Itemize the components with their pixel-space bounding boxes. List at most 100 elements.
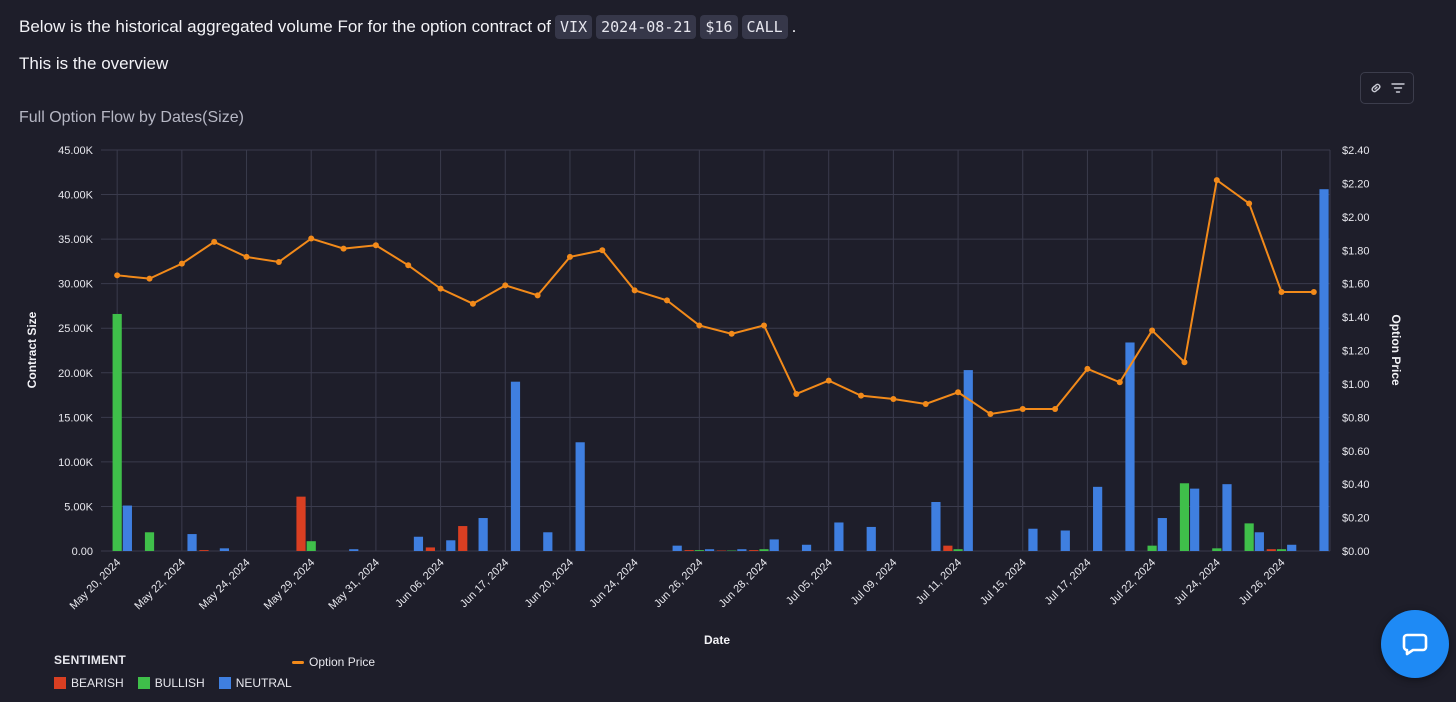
option-price-point xyxy=(955,389,962,396)
bearish-bar xyxy=(943,545,953,551)
x-tick-label: Jun 28, 2024 xyxy=(717,557,770,610)
legend-swatch-bearish xyxy=(54,677,66,689)
legend-title: SENTIMENT xyxy=(54,653,127,667)
neutral-bar xyxy=(219,548,229,551)
bullish-bar xyxy=(1244,523,1254,551)
y2-tick-label: $1.80 xyxy=(1342,245,1370,257)
neutral-bar xyxy=(769,539,779,551)
option-price-point xyxy=(1052,405,1059,412)
bullish-bar xyxy=(1147,545,1157,551)
legend-label-bearish: BEARISH xyxy=(71,676,124,690)
y2-tick-label: $0.20 xyxy=(1342,513,1370,525)
option-price-point xyxy=(566,253,573,260)
option-price-point xyxy=(340,245,347,252)
y-tick-label: 30.00K xyxy=(58,279,94,291)
tag-expiry: 2024-08-21 xyxy=(596,15,697,39)
neutral-bar xyxy=(1319,189,1329,551)
link-icon[interactable] xyxy=(1367,79,1385,97)
legend-label-neutral: NEUTRAL xyxy=(235,676,292,690)
x-tick-label: May 31, 2024 xyxy=(326,557,382,613)
neutral-bar xyxy=(1060,530,1070,551)
option-price-point xyxy=(1116,379,1123,386)
bearish-bar xyxy=(458,526,468,551)
neutral-bar xyxy=(413,536,424,551)
option-price-point xyxy=(146,275,153,282)
option-price-point xyxy=(372,242,379,249)
option-price-point xyxy=(243,253,250,260)
intro-line: Below is the historical aggregated volum… xyxy=(19,15,796,39)
x-tick-label: Jun 20, 2024 xyxy=(523,557,576,610)
bearish-bar xyxy=(296,496,306,551)
y-tick-label: 20.00K xyxy=(58,368,94,380)
tag-symbol: VIX xyxy=(555,15,593,39)
bullish-bar xyxy=(694,550,704,551)
legend-item-neutral[interactable]: NEUTRAL xyxy=(218,676,292,690)
x-tick-label: Jun 24, 2024 xyxy=(587,557,640,610)
bullish-bar xyxy=(112,313,122,551)
neutral-bar xyxy=(575,442,585,551)
y2-tick-label: $1.00 xyxy=(1342,379,1370,391)
option-price-point xyxy=(1181,359,1188,366)
option-price-point xyxy=(599,247,606,254)
neutral-bar xyxy=(349,549,359,551)
x-tick-label: May 22, 2024 xyxy=(132,557,188,613)
y-tick-label: 45.00K xyxy=(58,145,94,157)
option-price-point xyxy=(825,377,832,384)
neutral-bar xyxy=(446,540,456,551)
option-price-point xyxy=(502,282,509,289)
neutral-bar xyxy=(834,522,844,551)
option-price-point xyxy=(793,390,800,397)
neutral-bar xyxy=(704,549,715,551)
y2-tick-label: $2.40 xyxy=(1342,145,1370,157)
y-tick-label: 5.00K xyxy=(64,501,93,513)
x-tick-label: Jun 17, 2024 xyxy=(458,557,511,610)
neutral-bar xyxy=(963,370,973,551)
x-tick-label: Jul 17, 2024 xyxy=(1043,557,1094,608)
neutral-bar xyxy=(1125,342,1135,551)
neutral-bar xyxy=(866,526,876,551)
option-price-point xyxy=(728,330,735,337)
legend-item-bullish[interactable]: BULLISH xyxy=(137,676,205,690)
option-price-point xyxy=(275,258,282,265)
neutral-bar xyxy=(1157,518,1167,551)
option-price-point xyxy=(1019,405,1026,412)
tag-strike: $16 xyxy=(700,15,738,39)
y2-tick-label: $0.00 xyxy=(1342,546,1370,558)
y-tick-label: 35.00K xyxy=(58,234,94,246)
y-tick-label: 10.00K xyxy=(58,457,94,469)
option-price-point xyxy=(405,262,412,269)
bearish-bar xyxy=(199,550,209,551)
legend-item-option-price[interactable]: Option Price xyxy=(292,655,375,669)
legend-item-bearish[interactable]: BEARISH xyxy=(54,676,124,690)
legend-line-swatch xyxy=(292,660,304,664)
y2-tick-label: $2.00 xyxy=(1342,212,1370,224)
filter-icon[interactable] xyxy=(1389,79,1407,97)
bearish-bar xyxy=(749,550,759,551)
bullish-bar xyxy=(144,532,155,551)
option-price-point xyxy=(1149,327,1156,334)
neutral-bar xyxy=(931,501,941,551)
option-price-point xyxy=(663,297,670,304)
bullish-bar xyxy=(1179,483,1190,551)
neutral-bar xyxy=(1222,484,1232,551)
option-price-point xyxy=(858,392,865,399)
x-tick-label: Jun 26, 2024 xyxy=(652,557,705,610)
y2-axis-label: Option Price xyxy=(1389,314,1403,386)
option-price-point xyxy=(922,400,929,407)
tag-type: CALL xyxy=(741,15,788,39)
chat-button[interactable] xyxy=(1381,610,1449,678)
neutral-bar xyxy=(672,545,682,551)
neutral-bar xyxy=(801,544,812,551)
bullish-bar xyxy=(759,549,769,551)
option-price-point xyxy=(1213,177,1220,184)
bullish-bar xyxy=(1212,548,1222,551)
y-tick-label: 40.00K xyxy=(58,190,94,202)
y2-tick-label: $0.40 xyxy=(1342,479,1370,491)
neutral-bar xyxy=(737,549,747,551)
overview-text: This is the overview xyxy=(19,54,169,73)
neutral-bar xyxy=(122,505,132,551)
option-price-point xyxy=(1246,200,1253,207)
y2-tick-label: $1.20 xyxy=(1342,346,1370,358)
neutral-bar xyxy=(1254,532,1264,551)
x-tick-label: May 24, 2024 xyxy=(197,557,253,613)
